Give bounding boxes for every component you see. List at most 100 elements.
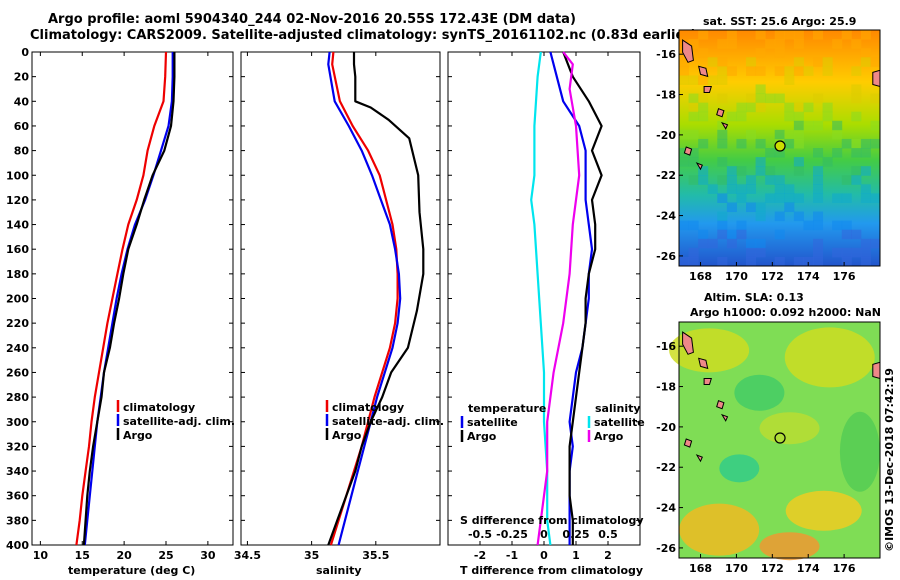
sst-pixel — [755, 84, 766, 95]
sst-pixel — [707, 57, 718, 67]
sst-pixel — [765, 148, 776, 158]
sla-blob — [839, 411, 880, 492]
sst-pixel — [765, 93, 776, 104]
sst-pixel — [860, 138, 871, 149]
sst-pixel — [784, 111, 795, 122]
sla-map-title-line2: Argo h1000: 0.092 h2000: NaN — [690, 306, 882, 319]
map-x-tick-label: 172 — [761, 270, 784, 283]
sst-pixel — [746, 238, 757, 249]
sst-pixel — [784, 129, 795, 140]
legend-label-satellite: satellite-adj. clim. — [123, 415, 235, 428]
sst-pixel — [860, 166, 871, 176]
island-shape — [698, 65, 709, 78]
depth-tick-label: 240 — [6, 342, 29, 355]
sst-pixel — [870, 193, 881, 203]
sst-pixel — [841, 229, 852, 240]
sst-pixel — [736, 166, 747, 176]
sst-pixel — [698, 166, 709, 176]
sst-pixel — [793, 66, 804, 76]
sst-pixel — [688, 157, 699, 167]
sst-pixel — [746, 66, 757, 76]
depth-tick-label: 180 — [6, 268, 29, 281]
sst-pixel — [851, 138, 862, 149]
sst-pixel — [860, 30, 871, 40]
sst-pixel — [860, 184, 871, 194]
sst-pixel — [803, 102, 814, 113]
legend-heading-temperature: temperature — [468, 402, 546, 415]
differences-x-tick-label: 1 — [572, 549, 580, 562]
sst-pixel — [841, 30, 852, 40]
map-y-tick-label: -18 — [656, 381, 676, 394]
sst-pixel — [822, 157, 833, 167]
sst-pixel — [755, 66, 766, 76]
sst-pixel — [746, 102, 757, 113]
depth-tick-label: 0 — [21, 46, 29, 59]
sst-pixel — [688, 102, 699, 113]
island-shape — [716, 400, 725, 410]
island-shape — [682, 39, 694, 63]
series-line-s-argo — [536, 51, 581, 546]
depth-tick-label: 260 — [6, 366, 29, 379]
differences-x-tick-label: -1 — [506, 549, 518, 562]
sst-pixel — [851, 66, 862, 76]
t-diff-xlabel: T difference from climatology — [460, 564, 644, 577]
sst-pixel — [726, 111, 737, 122]
legend-label-t-argo: Argo — [467, 430, 497, 443]
sst-pixel — [813, 148, 824, 158]
argo-position-marker — [774, 140, 786, 152]
sst-pixel — [793, 166, 804, 176]
sst-pixel — [736, 184, 747, 194]
sla-blob — [719, 454, 760, 483]
sst-pixel — [803, 256, 814, 267]
sst-pixel — [822, 66, 833, 76]
sla-map-title-line1: Altim. SLA: 0.13 — [704, 291, 804, 304]
sst-pixel — [755, 48, 766, 58]
sst-pixel — [813, 184, 824, 194]
sst-pixel — [717, 75, 728, 85]
sst-pixel — [755, 157, 766, 167]
sst-pixel — [813, 57, 824, 67]
sst-pixel — [717, 93, 728, 104]
sst-pixel — [774, 39, 785, 49]
sst-pixel — [832, 220, 843, 231]
sst-pixel — [841, 247, 852, 258]
salinity-x-tick-label: 35 — [304, 549, 319, 562]
sst-pixel — [679, 57, 690, 67]
sst-pixel — [870, 57, 881, 67]
sst-pixel — [851, 84, 862, 95]
sst-pixel — [784, 193, 795, 203]
sst-pixel — [736, 229, 747, 240]
s-diff-tick-label: -0.25 — [496, 528, 528, 541]
sst-pixel — [841, 256, 852, 267]
sst-pixel — [793, 256, 804, 267]
argo-position-marker — [774, 432, 786, 444]
sst-pixel — [813, 30, 824, 40]
depth-tick-label: 340 — [6, 465, 29, 478]
map-y-tick-label: -22 — [656, 461, 676, 474]
map-y-tick-label: -16 — [656, 48, 676, 61]
sst-pixel — [774, 256, 785, 267]
sst-pixel — [688, 93, 699, 104]
depth-tick-label: 300 — [6, 416, 29, 429]
map-frame — [678, 29, 881, 267]
figure-title-line1: Argo profile: aoml 5904340_244 02-Nov-20… — [48, 12, 576, 27]
sst-pixel — [832, 129, 843, 140]
sst-pixel — [746, 184, 757, 194]
sst-pixel — [832, 247, 843, 258]
sst-pixel — [717, 57, 728, 67]
sst-pixel — [698, 48, 709, 58]
depth-tick-label: 160 — [6, 243, 29, 256]
island-shape — [703, 378, 712, 385]
sst-pixel — [698, 229, 709, 240]
sst-pixel — [755, 211, 766, 222]
map-frame — [678, 321, 881, 559]
sst-pixel — [746, 57, 757, 67]
salinity-xlabel: salinity — [316, 564, 362, 577]
sst-pixel — [870, 120, 881, 131]
sst-pixel — [698, 175, 709, 185]
sst-pixel — [813, 211, 824, 222]
sst-pixel — [746, 175, 757, 185]
map-x-tick-label: 170 — [725, 562, 748, 575]
sst-pixel — [860, 193, 871, 203]
sst-pixel — [736, 111, 747, 122]
